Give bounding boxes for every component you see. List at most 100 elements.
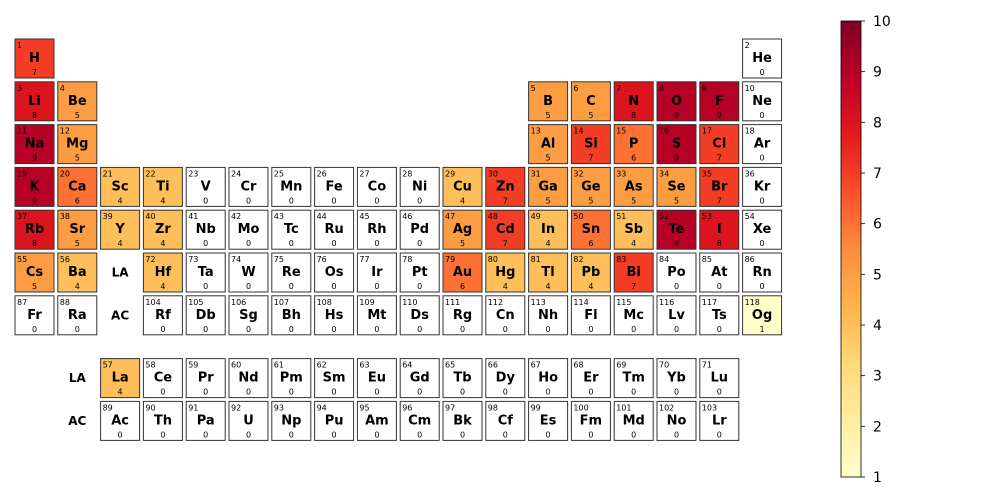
cell-value: 4 — [75, 282, 80, 291]
cell-fill — [356, 166, 397, 207]
atomic-number: 99 — [531, 403, 541, 412]
element-cell-y: 39Y 4 — [100, 209, 141, 250]
cell-fill — [185, 400, 226, 441]
cell-value: 0 — [203, 239, 208, 248]
cell-fill — [314, 400, 355, 441]
element-symbol: Mc — [623, 308, 644, 323]
cell-fill — [399, 358, 440, 399]
element-symbol: Li — [28, 94, 41, 109]
atomic-number: 36 — [745, 169, 755, 178]
cell-value: 5 — [588, 111, 593, 120]
cell-value: 4 — [588, 282, 593, 291]
cell-fill — [528, 295, 569, 336]
atomic-number: 2 — [745, 41, 750, 50]
cell-fill — [228, 400, 269, 441]
cell-fill — [528, 209, 569, 250]
atomic-number: 105 — [188, 298, 203, 307]
cell-fill — [399, 252, 440, 293]
atomic-number: 106 — [231, 298, 246, 307]
cell-fill — [613, 358, 654, 399]
colorbar-tick-label: 2 — [873, 419, 882, 435]
element-symbol: Ac — [111, 413, 129, 428]
cell-value: 0 — [760, 154, 765, 163]
cell-value: 0 — [417, 325, 422, 334]
cell-fill — [356, 295, 397, 336]
atomic-number: 8 — [659, 84, 664, 93]
cell-fill — [570, 166, 611, 207]
cell-fill — [742, 38, 783, 79]
element-symbol: Fe — [326, 179, 343, 194]
series-label-la: LA — [112, 266, 130, 280]
cell-fill — [485, 209, 526, 250]
atomic-number: 40 — [145, 212, 155, 221]
element-symbol: Bh — [282, 308, 301, 323]
element-symbol: Co — [368, 179, 387, 194]
element-cell-c: 6C 5 — [570, 81, 611, 122]
cell-value: 0 — [75, 325, 80, 334]
cell-value: 0 — [588, 388, 593, 397]
cell-fill — [142, 209, 183, 250]
atomic-number: 76 — [317, 255, 327, 264]
colorbar-tick-label: 9 — [873, 65, 882, 81]
element-symbol: Th — [154, 413, 172, 428]
atomic-number: 33 — [616, 169, 626, 178]
element-cell-u: 92U 0 — [228, 400, 269, 441]
element-symbol: Pr — [198, 371, 215, 386]
element-symbol: Xe — [753, 222, 772, 237]
cell-fill — [142, 295, 183, 336]
element-symbol: Os — [325, 265, 344, 280]
atomic-number: 67 — [531, 361, 541, 370]
cell-fill — [570, 295, 611, 336]
atomic-number: 111 — [445, 298, 460, 307]
cell-fill — [142, 400, 183, 441]
cell-value: 5 — [75, 154, 80, 163]
atomic-number: 45 — [359, 212, 369, 221]
element-symbol: Ru — [324, 222, 343, 237]
atomic-number: 10 — [745, 84, 755, 93]
element-symbol: Ge — [581, 179, 601, 194]
cell-fill — [742, 209, 783, 250]
cell-fill — [699, 209, 740, 250]
atomic-number: 32 — [573, 169, 583, 178]
cell-fill — [314, 252, 355, 293]
element-symbol: Re — [282, 265, 301, 280]
element-symbol: Zr — [155, 222, 171, 237]
element-cell-li: 3 Li 8 — [14, 81, 55, 122]
element-symbol: Ca — [68, 179, 86, 194]
element-cell-p: 15P 6 — [613, 124, 654, 165]
cell-fill — [271, 358, 312, 399]
atomic-number: 35 — [702, 169, 712, 178]
element-symbol: Rg — [453, 308, 472, 323]
cell-value: 0 — [160, 430, 165, 439]
element-symbol: Mg — [66, 137, 88, 152]
atomic-number: 97 — [445, 403, 455, 412]
atomic-number: 77 — [359, 255, 369, 264]
element-symbol: Og — [752, 308, 772, 323]
cell-fill — [185, 209, 226, 250]
atomic-number: 63 — [359, 361, 369, 370]
cell-value: 0 — [332, 325, 337, 334]
series-label-ac: AC — [68, 414, 86, 428]
cell-value: 0 — [118, 430, 123, 439]
element-symbol: Ir — [371, 265, 383, 280]
cell-fill — [570, 209, 611, 250]
cell-value: 6 — [588, 239, 593, 248]
atomic-number: 4 — [60, 84, 65, 93]
cell-fill — [14, 252, 55, 293]
cell-value: 0 — [246, 196, 251, 205]
atomic-number: 34 — [659, 169, 669, 178]
atomic-number: 98 — [488, 403, 498, 412]
cell-fill — [399, 209, 440, 250]
